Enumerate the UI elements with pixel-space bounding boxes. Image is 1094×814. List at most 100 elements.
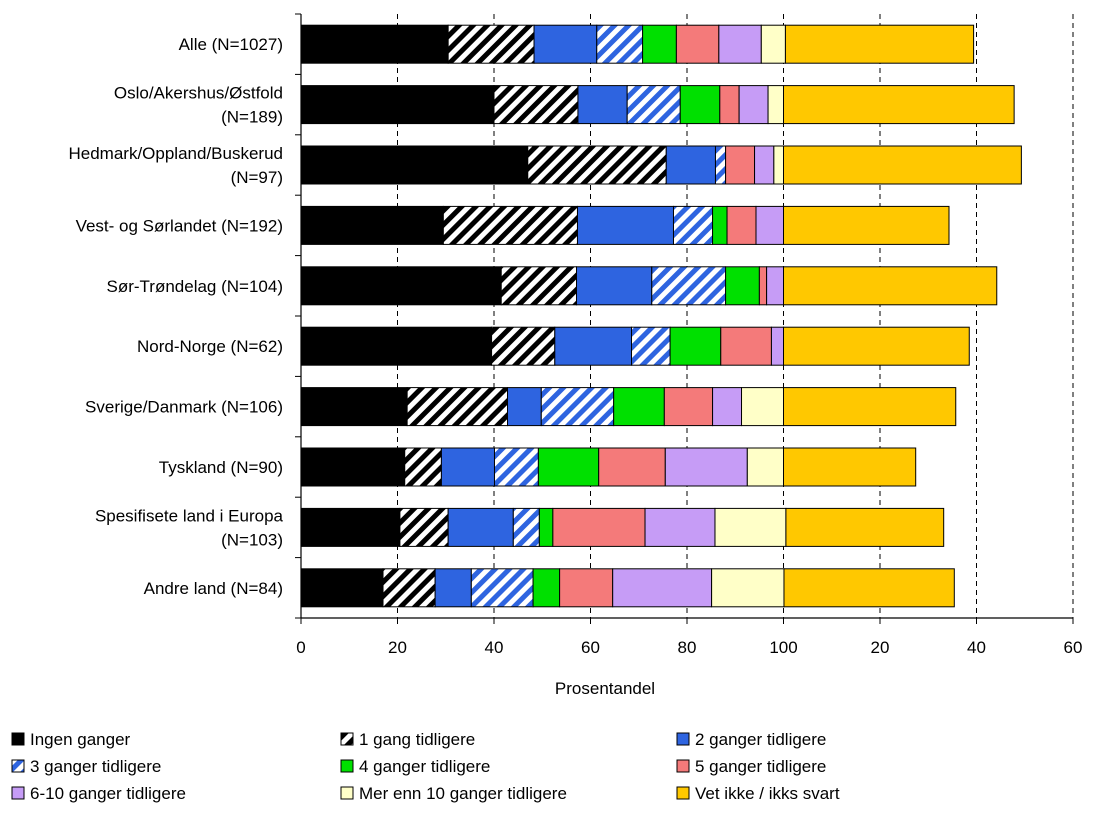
category-label: Sverige/Danmark (N=106) bbox=[85, 398, 283, 417]
bars bbox=[300, 24, 1022, 608]
bar-segment bbox=[552, 507, 646, 547]
bar-segment bbox=[714, 145, 727, 185]
bar-segment bbox=[382, 568, 436, 608]
bar-segment bbox=[665, 145, 716, 185]
bar-segment bbox=[554, 326, 633, 366]
bar-segment bbox=[300, 387, 408, 427]
category-label: Spesifisete land i Europa bbox=[95, 506, 284, 525]
bar-segment bbox=[669, 326, 722, 366]
category-label: Tyskland (N=90) bbox=[159, 458, 283, 477]
x-tick-label: 60 bbox=[1064, 638, 1083, 657]
bar-segment bbox=[440, 447, 495, 487]
bar-segment bbox=[613, 387, 665, 427]
x-tick-label: 100 bbox=[769, 638, 797, 657]
legend-label: 3 ganger tidligere bbox=[30, 757, 161, 776]
bar-segment bbox=[300, 507, 401, 547]
bar-segment bbox=[718, 24, 762, 64]
bar-segment bbox=[783, 447, 917, 487]
category-label: Alle (N=1027) bbox=[179, 35, 283, 54]
bar-segment bbox=[783, 205, 950, 245]
legend-swatch bbox=[676, 786, 690, 800]
bar-segment bbox=[442, 205, 578, 245]
category-label: (N=97) bbox=[231, 168, 283, 187]
legend-label: Vet ikke / ikks svart bbox=[695, 784, 840, 803]
bar-segment bbox=[754, 145, 775, 185]
bar-segment bbox=[434, 568, 472, 608]
category-label: Sør-Trøndelag (N=104) bbox=[106, 277, 283, 296]
category-label: Andre land (N=84) bbox=[144, 579, 283, 598]
legend-label: Ingen ganger bbox=[30, 730, 131, 749]
bar-segment bbox=[512, 507, 540, 547]
bar-segment bbox=[598, 447, 666, 487]
legend-label: 2 ganger tidligere bbox=[695, 730, 826, 749]
bar-segment bbox=[447, 507, 514, 547]
bar-segment bbox=[738, 85, 769, 125]
x-tick-label: 80 bbox=[678, 638, 697, 657]
x-tick-label: 40 bbox=[485, 638, 504, 657]
bar-segment bbox=[537, 447, 600, 487]
bar-segment bbox=[783, 145, 1022, 185]
x-tick-label: 20 bbox=[388, 638, 407, 657]
bar-segment bbox=[783, 85, 1015, 125]
bar-segment bbox=[300, 24, 449, 64]
bar-segment bbox=[532, 568, 561, 608]
bar-segment bbox=[300, 85, 495, 125]
bar-segment bbox=[540, 387, 615, 427]
bar-segment bbox=[746, 447, 784, 487]
bar-segment bbox=[725, 266, 760, 306]
bar-segment bbox=[675, 24, 720, 64]
bar-segment bbox=[447, 24, 535, 64]
bar-segment bbox=[533, 24, 598, 64]
bar-segment bbox=[500, 266, 578, 306]
x-tick-label: 0 bbox=[296, 638, 305, 657]
legend-label: Mer enn 10 ganger tidligere bbox=[359, 784, 567, 803]
category-label: Oslo/Akershus/Østfold bbox=[114, 84, 283, 103]
x-tick-labels: 0 20 40 60 80 100 20 40 60 bbox=[296, 638, 1082, 657]
bar-segment bbox=[672, 205, 714, 245]
legend-swatch bbox=[340, 759, 354, 773]
bar-segment bbox=[783, 387, 957, 427]
legend-label: 4 ganger tidligere bbox=[359, 757, 490, 776]
bar-segment bbox=[758, 266, 768, 306]
bar-segment bbox=[300, 568, 384, 608]
bar-segment bbox=[491, 326, 556, 366]
bar-segment bbox=[783, 266, 998, 306]
legend: Ingen ganger 1 gang tidligere 2 ganger tid… bbox=[11, 730, 840, 803]
bar-segment bbox=[300, 266, 502, 306]
bar-segment bbox=[538, 507, 554, 547]
bar-segment bbox=[766, 266, 784, 306]
bar-segment bbox=[741, 387, 785, 427]
bar-segment bbox=[631, 326, 671, 366]
legend-swatch bbox=[11, 732, 25, 746]
legend-swatch bbox=[11, 786, 25, 800]
bar-segment bbox=[576, 266, 653, 306]
x-tick-label: 20 bbox=[871, 638, 890, 657]
bar-segment bbox=[726, 205, 757, 245]
bar-segment bbox=[760, 24, 786, 64]
bar-segment bbox=[300, 145, 529, 185]
bar-segment bbox=[576, 205, 674, 245]
bar-segment bbox=[559, 568, 614, 608]
bar-segment bbox=[712, 205, 728, 245]
axes bbox=[295, 13, 1074, 624]
bar-segment bbox=[720, 326, 772, 366]
bar-segment bbox=[300, 205, 444, 245]
bar-segment bbox=[300, 326, 493, 366]
bar-segment bbox=[711, 568, 785, 608]
bar-segment bbox=[577, 85, 628, 125]
bar-segment bbox=[679, 85, 721, 125]
bar-segment bbox=[785, 507, 945, 547]
bar-segment bbox=[507, 387, 542, 427]
bar-segment bbox=[714, 507, 787, 547]
legend-label: 1 gang tidligere bbox=[359, 730, 475, 749]
category-labels: Alle (N=1027) Oslo/Akershus/Østfold (N=189… bbox=[68, 35, 283, 598]
category-label: (N=103) bbox=[221, 530, 283, 549]
bar-segment bbox=[770, 326, 784, 366]
category-label: (N=189) bbox=[221, 108, 283, 127]
bar-segment bbox=[527, 145, 667, 185]
bar-segment bbox=[493, 85, 579, 125]
bar-segment bbox=[612, 568, 713, 608]
bar-segment bbox=[719, 85, 740, 125]
bar-segment bbox=[651, 266, 727, 306]
bar-segment bbox=[712, 387, 743, 427]
